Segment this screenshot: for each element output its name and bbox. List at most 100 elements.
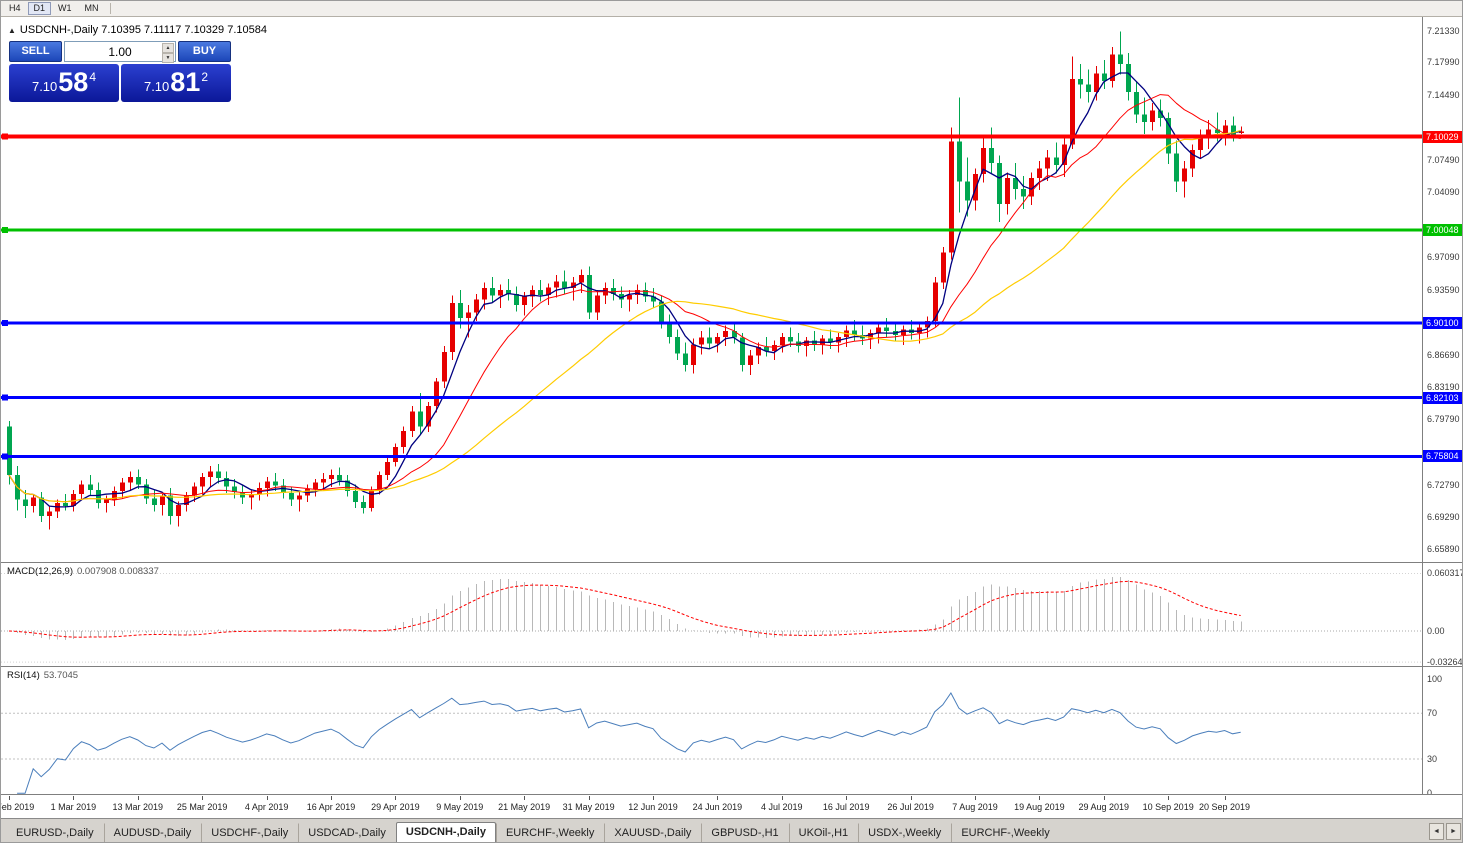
rsi-line — [17, 692, 1241, 794]
chart-tab-usdcad-daily[interactable]: USDCAD-,Daily — [298, 823, 396, 842]
volume-down-icon[interactable]: ▼ — [162, 53, 174, 63]
date-tick — [331, 796, 332, 800]
date-label: 1 Mar 2019 — [50, 802, 97, 812]
bid-price-prefix: 7.10 — [31, 79, 58, 94]
macd-axis-separator — [1422, 563, 1423, 666]
price-tag-6.75804[interactable]: 6.75804 — [1423, 450, 1462, 463]
timeframe-button-h4[interactable]: H4 — [3, 2, 27, 15]
date-label: 19 Aug 2019 — [1014, 802, 1065, 812]
hline-handle — [2, 394, 8, 401]
macd-histogram — [17, 577, 1242, 640]
price-axis-separator — [1422, 17, 1423, 562]
date-label: 7 Aug 2019 — [952, 802, 998, 812]
chart-tab-eurchf-weekly[interactable]: EURCHF-,Weekly — [951, 823, 1059, 842]
rsi-canvas[interactable] — [1, 667, 1422, 794]
date-tick — [266, 796, 268, 800]
chart-tab-audusd-daily[interactable]: AUDUSD-,Daily — [103, 823, 202, 842]
chart-tab-xauusd-daily[interactable]: XAUUSD-,Daily — [604, 823, 701, 842]
date-label: 29 Aug 2019 — [1078, 802, 1130, 812]
ma-13-line — [8, 94, 1241, 503]
price-tag-6.82103[interactable]: 6.82103 — [1423, 391, 1462, 404]
sell-button[interactable]: SELL — [9, 41, 62, 62]
macd-canvas[interactable] — [1, 563, 1422, 666]
date-label: 26 Jul 2019 — [887, 802, 934, 812]
macd-indicator-panel: MACD(12,26,9) 0.007908 0.008337 0.060317 0… — [1, 562, 1463, 667]
tab-scroll-buttons: ◄ ► — [1429, 823, 1461, 840]
chart-tab-usdcnh-daily[interactable]: USDCNH-,Daily — [395, 822, 496, 842]
hlines-layer — [1, 133, 1422, 460]
date-label: 10 Sep 2019 — [1142, 802, 1194, 812]
candlestick-chart-canvas[interactable] — [1, 17, 1422, 562]
bid-price-big: 58 — [58, 67, 89, 97]
price-tag-7.00048[interactable]: 7.00048 — [1423, 223, 1462, 236]
macd-name: MACD(12,26,9) — [7, 566, 73, 577]
chart-tab-bar: EURUSD-,Daily AUDUSD-,Daily USDCHF-,Daily U… — [1, 818, 1462, 842]
chart-tab-gbpusd-h1[interactable]: GBPUSD-,H1 — [701, 823, 788, 842]
timeframe-button-mn[interactable]: MN — [78, 2, 105, 15]
date-tick — [1168, 796, 1170, 800]
chart-tab-eurchf-weekly[interactable]: EURCHF-,Weekly — [495, 823, 604, 842]
hline-handle — [2, 133, 8, 140]
timeframe-toolbar: H4 D1 W1 MN — [1, 1, 1462, 17]
date-label: 4 Apr 2019 — [244, 802, 289, 812]
ask-price-prefix: 7.10 — [143, 79, 170, 94]
timeframe-buttons: H4 D1 W1 MN — [3, 2, 106, 15]
date-axis[interactable]: 19 Feb 2019 1 Mar 2019 13 Mar 2019 25 Mar 2… — [1, 794, 1462, 818]
date-label: 16 Jul 2019 — [822, 802, 870, 812]
hline-handle — [2, 319, 8, 326]
timeframe-button-d1[interactable]: D1 — [27, 2, 52, 15]
chart-tab-usdx-weekly[interactable]: USDX-,Weekly — [858, 823, 951, 842]
main-chart-panel: 7.21330 7.17990 7.14490 7.07490 7.04090 6.970… — [1, 17, 1462, 562]
volume-field[interactable]: ▲ ▼ — [64, 41, 176, 63]
date-tick — [9, 796, 10, 800]
price-axis-label: 6.72790 — [1427, 479, 1460, 490]
date-tick — [653, 796, 654, 800]
bid-price-display[interactable]: 7.10 58 4 — [9, 64, 119, 102]
date-tick — [524, 796, 526, 800]
date-label: 9 May 2019 — [436, 802, 484, 812]
date-label: 24 Jun 2019 — [692, 802, 743, 812]
hline-handle — [2, 453, 8, 460]
bid-price-sup: 4 — [89, 70, 97, 84]
rsi-name: RSI(14) — [7, 670, 40, 681]
price-axis-label: 6.93590 — [1427, 285, 1460, 296]
panel-collapse-icon[interactable]: ▲ — [8, 25, 16, 35]
rsi-axis-label: 0 — [1427, 788, 1432, 798]
buy-button[interactable]: BUY — [178, 41, 231, 62]
hline-handle — [2, 226, 8, 233]
date-tick — [395, 796, 397, 800]
rsi-axis-label: 70 — [1427, 708, 1438, 719]
price-tag-6.90100[interactable]: 6.90100 — [1423, 316, 1462, 329]
rsi-axis-separator — [1422, 667, 1423, 794]
volume-spinner: ▲ ▼ — [162, 43, 174, 63]
tab-scroll-right-button[interactable]: ► — [1446, 823, 1461, 840]
date-tick — [717, 796, 719, 800]
macd-signal-line — [8, 580, 1241, 638]
chart-tab-ukoil-h1[interactable]: UKOil-,H1 — [788, 823, 859, 842]
price-axis-label: 6.69290 — [1427, 512, 1460, 523]
chart-tab-usdchf-daily[interactable]: USDCHF-,Daily — [201, 823, 298, 842]
date-tick — [73, 796, 75, 800]
volume-up-icon[interactable]: ▲ — [162, 43, 174, 53]
date-label: 31 May 2019 — [562, 802, 615, 812]
chart-tab-eurusd-daily[interactable]: EURUSD-,Daily — [16, 827, 94, 839]
ask-price-big: 81 — [170, 67, 201, 97]
date-tick — [459, 796, 461, 800]
rsi-value: 53.7045 — [43, 670, 79, 681]
volume-input[interactable] — [65, 42, 175, 61]
ask-price-display[interactable]: 7.10 81 2 — [121, 64, 231, 102]
price-axis-label: 6.65890 — [1427, 544, 1460, 554]
chart-title: USDCNH-,Daily 7.10395 7.11117 7.10329 7.… — [19, 24, 267, 36]
price-tag-7.10029[interactable]: 7.10029 — [1423, 130, 1462, 143]
date-tick — [588, 796, 590, 800]
date-tick — [1039, 796, 1041, 800]
candles-layer — [7, 31, 1244, 530]
timeframe-button-w1[interactable]: W1 — [52, 2, 78, 15]
price-axis-label: 6.83190 — [1427, 382, 1460, 393]
price-axis-label: 7.07490 — [1427, 155, 1460, 166]
price-axis-label: 7.14490 — [1427, 89, 1460, 100]
macd-axis-label: 0.060317 — [1427, 568, 1463, 579]
tab-scroll-left-button[interactable]: ◄ — [1429, 823, 1444, 840]
date-tick — [202, 796, 204, 800]
